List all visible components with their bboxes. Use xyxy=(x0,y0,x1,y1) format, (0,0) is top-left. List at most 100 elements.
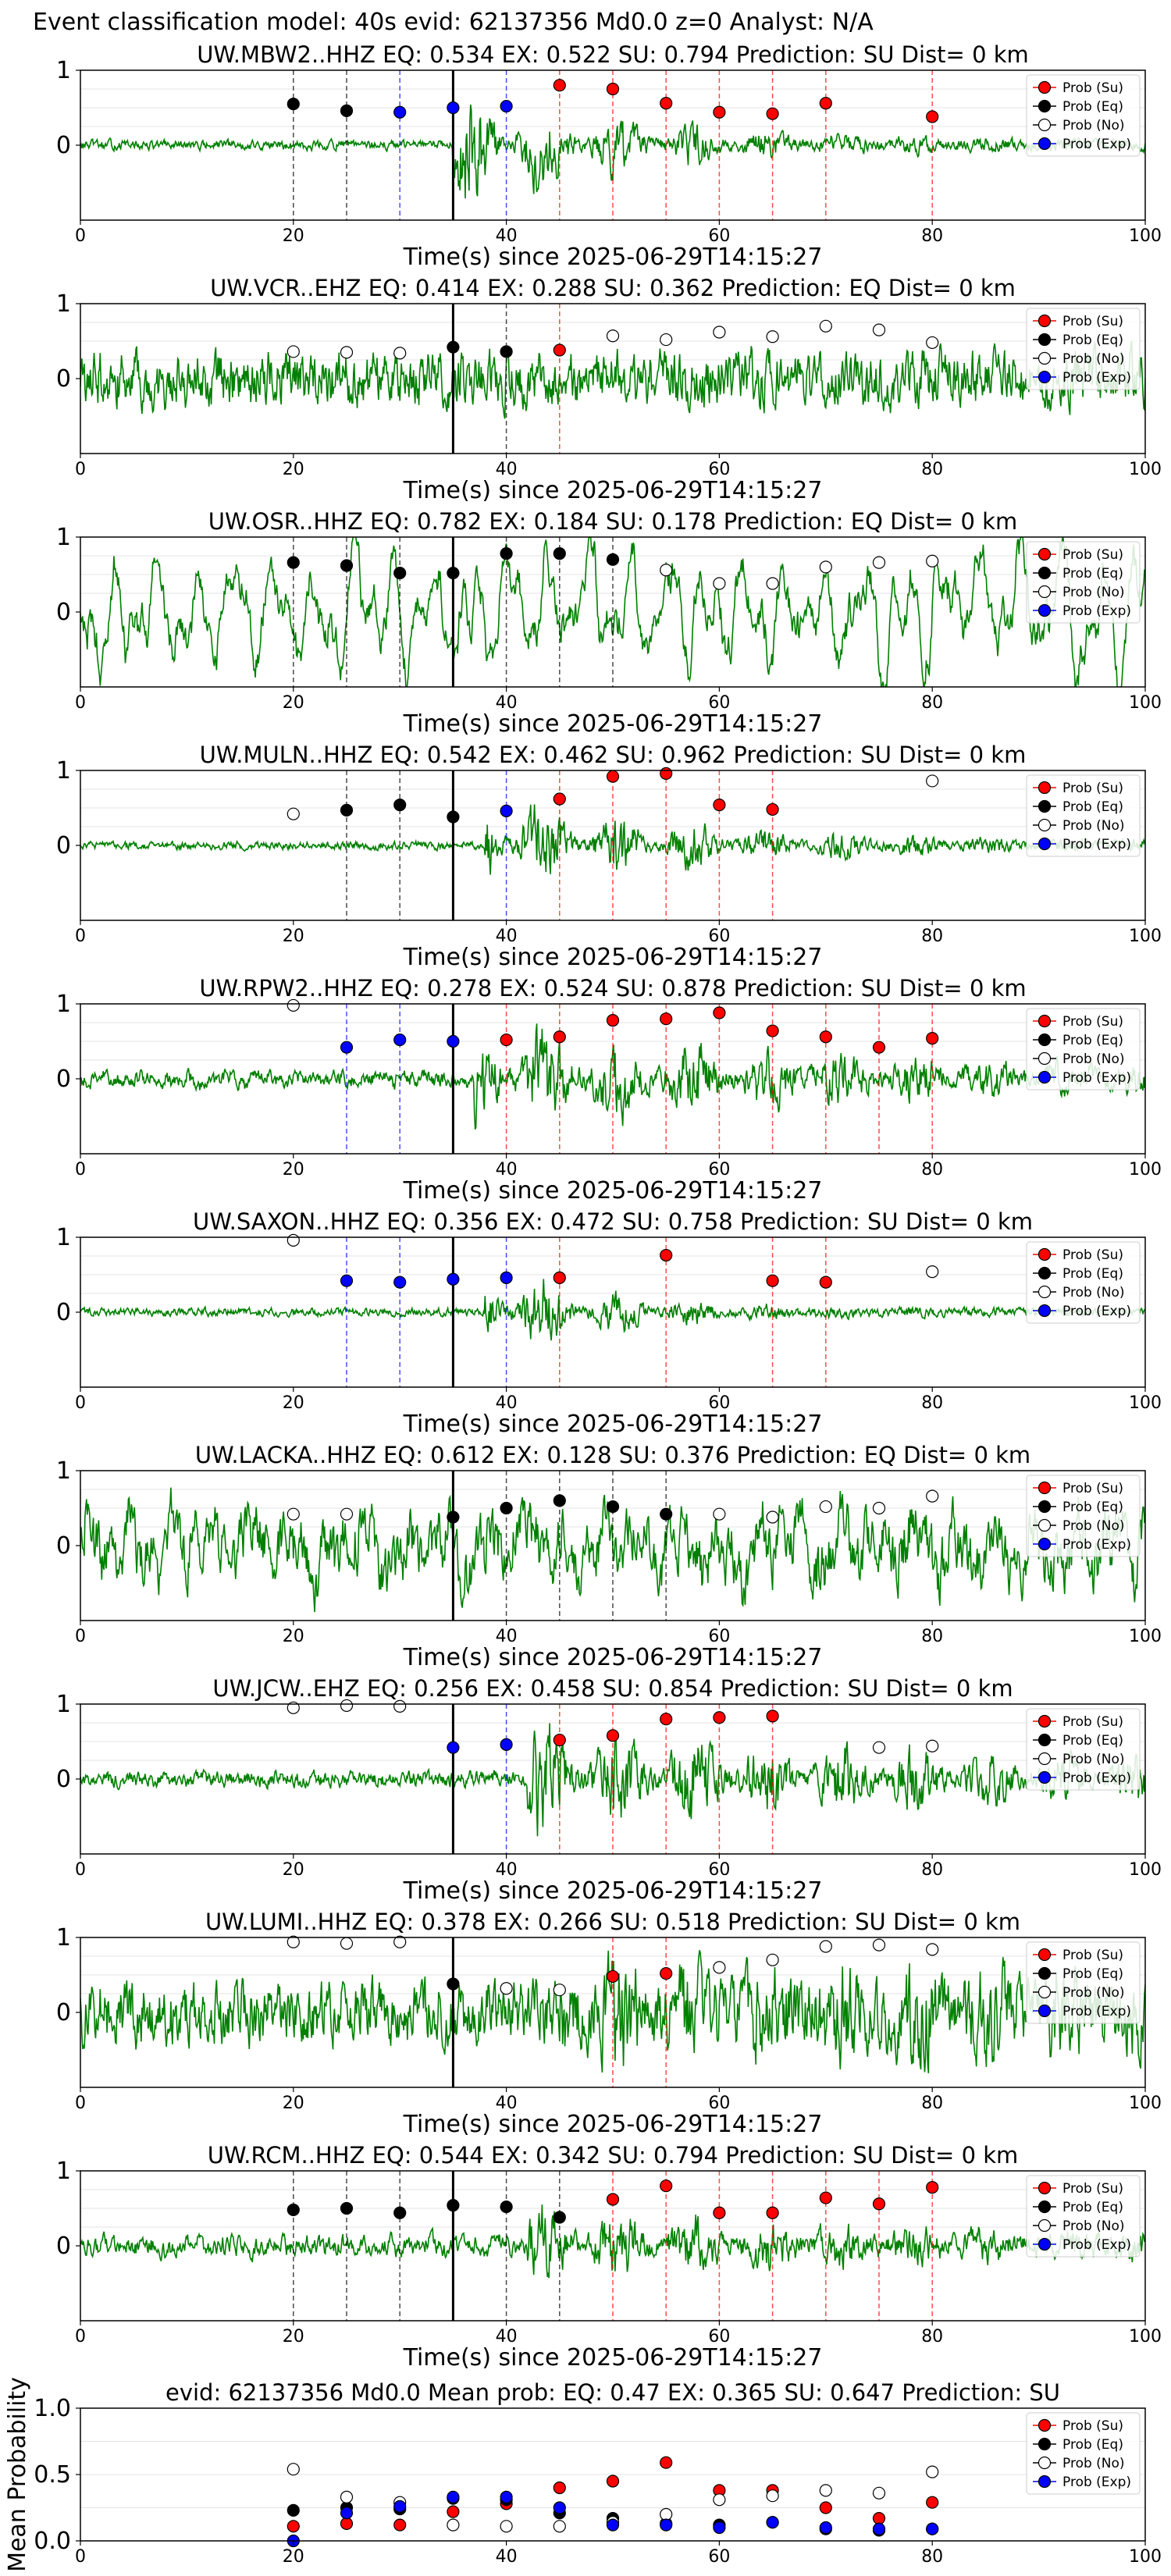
x-tick-label: 0 xyxy=(75,1393,86,1413)
x-tick-label: 40 xyxy=(496,2547,518,2567)
point-su xyxy=(553,79,566,92)
legend-label-no: Prob (No) xyxy=(1062,2456,1125,2471)
waveform-trace xyxy=(80,2204,1145,2279)
x-tick-label: 40 xyxy=(496,2094,518,2113)
x-tick-label: 40 xyxy=(496,1160,518,1179)
point-eq xyxy=(447,2199,460,2212)
point-su xyxy=(606,82,620,96)
panel-0: UW.MBW2..HHZ EQ: 0.534 EX: 0.522 SU: 0.7… xyxy=(56,41,1162,271)
legend-label-no: Prob (No) xyxy=(1062,1285,1125,1300)
point-no xyxy=(926,1943,939,1956)
point-no xyxy=(660,564,673,577)
point-su xyxy=(606,1014,620,1027)
point-su xyxy=(553,343,566,357)
mean-point-no xyxy=(872,2486,886,2500)
x-tick-label: 100 xyxy=(1129,2327,1162,2347)
x-tick-label: 100 xyxy=(1129,1627,1162,1646)
panel-10: evid: 62137356 Md0.0 Mean prob: EQ: 0.47… xyxy=(4,2377,1162,2572)
point-su xyxy=(766,107,779,120)
legend-label-eq: Prob (Eq) xyxy=(1062,2437,1123,2453)
mean-point-no xyxy=(447,2518,460,2532)
legend-label-exp: Prob (Exp) xyxy=(1062,370,1131,386)
y-tick-label: 0 xyxy=(56,2233,71,2260)
point-su xyxy=(819,2191,832,2204)
point-exp xyxy=(393,1276,407,1289)
point-eq xyxy=(287,98,300,111)
x-tick-label: 100 xyxy=(1129,927,1162,946)
point-eq xyxy=(393,799,407,812)
mean-point-no xyxy=(766,2489,779,2503)
legend-label-eq: Prob (Eq) xyxy=(1062,799,1123,815)
point-no xyxy=(926,1265,939,1279)
point-su xyxy=(872,1041,886,1054)
x-tick-label: 80 xyxy=(921,226,943,246)
x-tick-label: 0 xyxy=(75,1160,86,1179)
point-eq xyxy=(393,2206,407,2219)
x-tick-label: 100 xyxy=(1129,1860,1162,1880)
point-su xyxy=(713,2206,726,2219)
legend-marker-exp xyxy=(1038,1304,1052,1318)
point-no xyxy=(926,336,939,350)
legend-label-exp: Prob (Exp) xyxy=(1062,137,1131,152)
point-no xyxy=(340,1507,354,1521)
legend-label-no: Prob (No) xyxy=(1062,1518,1125,1534)
point-su xyxy=(713,799,726,812)
legend-label-su: Prob (Su) xyxy=(1062,2181,1123,2197)
mean-point-exp xyxy=(553,2501,566,2514)
point-no xyxy=(606,329,620,343)
x-tick-label: 60 xyxy=(708,2094,730,2113)
legend-marker-no xyxy=(1038,1285,1052,1299)
x-axis-label: Time(s) since 2025-06-29T14:15:27 xyxy=(403,1411,823,1438)
legend-marker-no xyxy=(1038,2456,1052,2470)
legend-marker-exp xyxy=(1038,1770,1052,1784)
point-no xyxy=(393,347,407,360)
legend-label-su: Prob (Su) xyxy=(1062,1247,1123,1263)
legend-label-no: Prob (No) xyxy=(1062,2218,1125,2234)
legend-marker-su xyxy=(1038,2418,1052,2432)
legend-marker-no xyxy=(1038,1051,1052,1066)
x-axis-label: Time(s) since 2025-06-29T14:15:27 xyxy=(403,1644,823,1671)
y-tick-label: 0.5 xyxy=(34,2461,71,2489)
panel-title: UW.OSR..HHZ EQ: 0.782 EX: 0.184 SU: 0.17… xyxy=(208,508,1017,535)
legend-marker-su xyxy=(1038,1247,1052,1261)
y-tick-label: 0 xyxy=(56,132,71,159)
point-eq xyxy=(447,810,460,824)
x-tick-label: 20 xyxy=(283,2327,304,2347)
point-eq xyxy=(393,566,407,580)
point-exp xyxy=(447,1741,460,1754)
legend-marker-no xyxy=(1038,585,1052,599)
point-su xyxy=(660,1713,673,1726)
point-su xyxy=(713,1711,726,1724)
legend-marker-su xyxy=(1038,314,1052,328)
legend-label-no: Prob (No) xyxy=(1062,1985,1125,2001)
y-tick-label: 1 xyxy=(56,290,71,318)
x-tick-label: 40 xyxy=(496,1627,518,1646)
point-eq xyxy=(606,1500,620,1514)
legend-marker-no xyxy=(1038,1985,1052,1999)
y-tick-label: 1 xyxy=(56,1457,71,1485)
legend-marker-eq xyxy=(1038,1966,1052,1980)
legend-marker-no xyxy=(1038,1518,1052,1532)
x-tick-label: 20 xyxy=(283,2094,304,2113)
mean-point-no xyxy=(660,2507,673,2521)
point-no xyxy=(500,1982,513,1995)
point-su xyxy=(766,802,779,817)
point-exp xyxy=(447,101,460,115)
mean-point-su xyxy=(340,2517,354,2530)
point-exp xyxy=(447,1272,460,1286)
mean-point-no xyxy=(713,2493,726,2507)
point-no xyxy=(819,1500,832,1514)
legend-marker-exp xyxy=(1038,370,1052,384)
waveform-trace xyxy=(80,1023,1145,1130)
x-tick-label: 80 xyxy=(921,1393,943,1413)
x-tick-label: 20 xyxy=(283,2547,304,2567)
x-tick-label: 0 xyxy=(75,226,86,246)
legend-marker-no xyxy=(1038,818,1052,832)
point-no xyxy=(872,1501,886,1515)
point-eq xyxy=(660,1507,673,1521)
legend-label-exp: Prob (Exp) xyxy=(1062,1070,1131,1086)
x-tick-label: 20 xyxy=(283,460,304,479)
legend-marker-no xyxy=(1038,2218,1052,2233)
legend-box xyxy=(1026,1708,1141,1791)
